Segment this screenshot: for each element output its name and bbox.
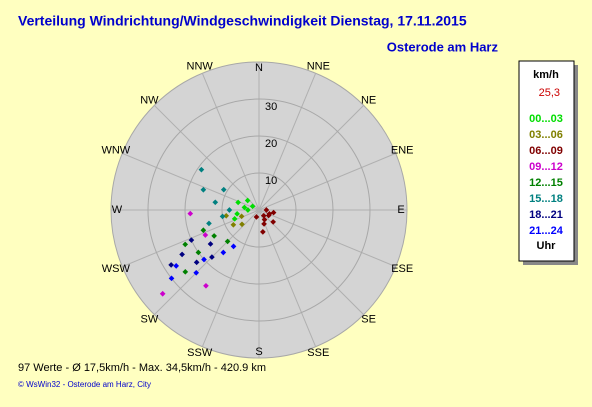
data-point <box>249 203 256 210</box>
direction-label: SSW <box>187 347 213 359</box>
direction-label: W <box>112 204 123 216</box>
direction-label: S <box>255 346 262 358</box>
legend-entry: 12...15 <box>529 177 563 189</box>
data-point <box>168 275 175 282</box>
direction-label: NNE <box>307 61 330 73</box>
legend-entry: 03...06 <box>529 129 563 141</box>
data-point <box>206 220 212 227</box>
data-point <box>219 213 226 220</box>
direction-label: WNW <box>101 145 130 157</box>
data-point <box>179 251 185 258</box>
data-point <box>230 221 237 228</box>
legend-box <box>518 60 575 262</box>
data-point <box>200 186 207 193</box>
data-point <box>235 199 241 206</box>
data-point <box>230 243 237 250</box>
data-point <box>260 212 267 219</box>
data-point <box>188 237 195 243</box>
direction-label: SE <box>361 314 376 326</box>
data-point <box>226 207 233 213</box>
data-point <box>211 233 217 239</box>
direction-label: ESE <box>391 263 413 275</box>
data-point <box>173 263 180 269</box>
data-point <box>182 241 189 248</box>
data-point <box>238 213 245 220</box>
data-point <box>234 211 240 217</box>
direction-label: SW <box>141 314 159 326</box>
direction-label: NW <box>140 94 159 106</box>
data-point <box>195 249 202 256</box>
legend-entry: 15...18 <box>529 193 563 205</box>
data-point <box>212 199 219 206</box>
direction-label: N <box>255 62 263 74</box>
data-point <box>241 204 248 211</box>
grid-ring <box>147 98 371 322</box>
data-point <box>231 216 238 222</box>
data-point <box>244 197 251 204</box>
r-tick-label: 10 <box>265 175 277 187</box>
data-point <box>266 210 273 217</box>
data-point <box>260 229 266 235</box>
data-point <box>182 269 189 275</box>
data-point <box>220 249 227 256</box>
data-point <box>200 227 207 234</box>
data-point <box>270 219 277 225</box>
credit: © WsWin32 - Osterode am Harz, City <box>18 380 151 389</box>
chart-subtitle: Osterode am Harz <box>387 39 499 54</box>
grid-ring <box>184 135 334 285</box>
direction-label: ENE <box>391 145 414 157</box>
data-point <box>261 216 268 223</box>
footer: 97 Werte - Ø 17,5km/h - Max. 34,5km/h - … <box>18 362 266 374</box>
data-point <box>270 209 277 216</box>
legend-entry: 00...03 <box>529 113 563 125</box>
data-point <box>223 212 230 219</box>
data-point <box>202 232 209 238</box>
data-point <box>203 282 209 289</box>
direction-label: WSW <box>102 263 131 275</box>
data-point <box>207 241 214 247</box>
data-point <box>239 221 245 228</box>
data-point <box>220 186 227 193</box>
data-point <box>159 290 166 297</box>
data-point <box>224 238 231 245</box>
data-point <box>245 207 251 213</box>
data-point <box>261 221 267 227</box>
r-tick-label: 20 <box>265 138 277 150</box>
legend-entry: 21...24 <box>529 225 564 237</box>
legend-title: km/h <box>533 69 559 81</box>
data-point <box>168 262 174 268</box>
data-point <box>198 166 205 173</box>
data-point <box>187 210 194 217</box>
r-tick-label: 30 <box>265 101 277 113</box>
data-point <box>253 214 260 220</box>
legend-entry: 09...12 <box>529 161 563 173</box>
data-point <box>201 256 207 263</box>
legend-entry: 18...21 <box>529 209 563 221</box>
data-point <box>193 259 200 266</box>
direction-label: NNW <box>187 61 214 73</box>
legend-footer: Uhr <box>537 240 557 252</box>
direction-label: E <box>397 204 404 216</box>
legend-entry: 06...09 <box>529 145 563 157</box>
chart-title: Verteilung Windrichtung/Windgeschwindigk… <box>18 13 467 29</box>
data-point <box>193 269 200 276</box>
legend-value: 25,3 <box>539 87 560 99</box>
direction-label: NE <box>361 94 376 106</box>
direction-label: SSE <box>307 347 329 359</box>
data-point <box>263 207 270 213</box>
grid-ring <box>221 172 297 248</box>
